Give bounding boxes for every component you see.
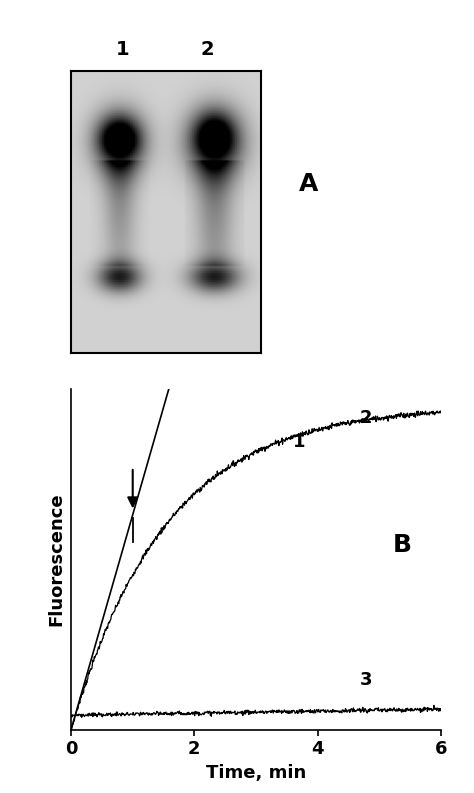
Text: 1: 1 [293, 432, 305, 450]
Y-axis label: Fluorescence: Fluorescence [47, 492, 65, 626]
X-axis label: Time, min: Time, min [206, 764, 306, 782]
Text: 2: 2 [359, 408, 372, 427]
Text: A: A [299, 172, 318, 196]
Text: 1: 1 [116, 40, 129, 59]
Text: B: B [393, 533, 412, 557]
Text: 3: 3 [359, 671, 372, 689]
Text: 2: 2 [201, 40, 214, 59]
